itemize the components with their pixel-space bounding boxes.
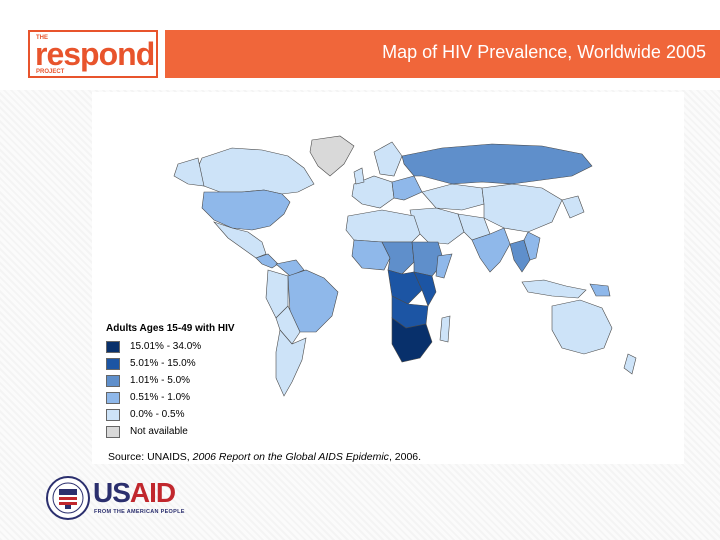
legend-item: Not available xyxy=(106,423,235,440)
legend-label: 0.0% - 0.5% xyxy=(130,409,185,420)
region-western-europe xyxy=(351,175,395,209)
logo-respond-text: respond xyxy=(35,36,155,72)
region-india xyxy=(471,227,511,273)
region-usa xyxy=(201,189,291,231)
region-vietnam-laos xyxy=(523,231,541,261)
region-papua-new-guinea xyxy=(589,283,611,297)
region-mongolia-china xyxy=(481,183,563,233)
region-kazakhstan xyxy=(421,183,485,211)
world-map xyxy=(173,135,637,397)
legend-item: 15.01% - 34.0% xyxy=(106,338,235,355)
region-middle-east xyxy=(409,207,465,245)
usaid-tagline: FROM THE AMERICAN PEOPLE xyxy=(94,509,185,515)
legend-swatch xyxy=(106,391,120,404)
header-bar: Map of HIV Prevalence, Worldwide 2005 xyxy=(165,30,720,78)
respond-project-logo: THE respond PROJECT xyxy=(28,30,158,78)
legend-swatch xyxy=(106,340,120,353)
region-madagascar xyxy=(439,315,451,343)
region-indonesia xyxy=(521,279,587,299)
legend-swatch xyxy=(106,425,120,438)
slide-title: Map of HIV Prevalence, Worldwide 2005 xyxy=(382,42,706,62)
region-uk xyxy=(353,167,365,185)
region-argentina-chile xyxy=(275,329,307,397)
source-prefix: Source: UNAIDS, xyxy=(108,451,193,463)
legend-swatch xyxy=(106,357,120,370)
source-report-title: 2006 Report on the Global AIDS Epidemic xyxy=(192,451,389,463)
region-canada xyxy=(195,147,315,195)
region-east-africa xyxy=(413,271,437,307)
legend-label: 0.51% - 1.0% xyxy=(130,392,191,403)
logo-project-text: PROJECT xyxy=(36,69,65,75)
region-australia xyxy=(551,299,613,355)
source-citation: Source: UNAIDS, 2006 Report on the Globa… xyxy=(108,451,421,463)
legend-swatch xyxy=(106,408,120,421)
legend-item: 5.01% - 15.0% xyxy=(106,355,235,372)
legend-label: 15.01% - 34.0% xyxy=(130,341,202,352)
map-panel xyxy=(92,92,684,464)
legend-label: Not available xyxy=(130,426,188,437)
source-suffix: , 2006. xyxy=(388,451,422,463)
legend-label: 5.01% - 15.0% xyxy=(130,358,196,369)
usaid-wordmark-us: US xyxy=(93,477,131,508)
region-mexico xyxy=(213,221,267,259)
region-alaska xyxy=(173,157,205,187)
region-scandinavia xyxy=(373,141,403,177)
region-eastern-europe xyxy=(391,175,423,201)
usaid-wordmark-aid: AID xyxy=(129,477,176,508)
map-legend: Adults Ages 15-49 with HIV 15.01% - 34.0… xyxy=(106,323,235,440)
usaid-wordmark: USAID xyxy=(93,477,176,509)
region-somalia xyxy=(435,253,453,279)
legend-title: Adults Ages 15-49 with HIV xyxy=(106,323,235,334)
usaid-logo: USAID FROM THE AMERICAN PEOPLE xyxy=(45,473,185,523)
legend-swatch xyxy=(106,374,120,387)
legend-item: 1.01% - 5.0% xyxy=(106,372,235,389)
region-myanmar-thailand xyxy=(509,239,531,273)
legend-item: 0.0% - 0.5% xyxy=(106,406,235,423)
region-greenland xyxy=(309,135,355,177)
usaid-seal-icon xyxy=(46,476,90,520)
region-southern-africa xyxy=(391,317,433,363)
legend-item: 0.51% - 1.0% xyxy=(106,389,235,406)
legend-label: 1.01% - 5.0% xyxy=(130,375,191,386)
region-russia xyxy=(401,143,593,185)
region-venezuela xyxy=(275,259,305,277)
region-new-zealand xyxy=(623,353,637,375)
region-north-africa xyxy=(345,209,421,243)
region-central-america xyxy=(255,253,279,269)
region-japan-korea xyxy=(561,195,585,219)
logo-the-text: THE xyxy=(36,35,48,41)
